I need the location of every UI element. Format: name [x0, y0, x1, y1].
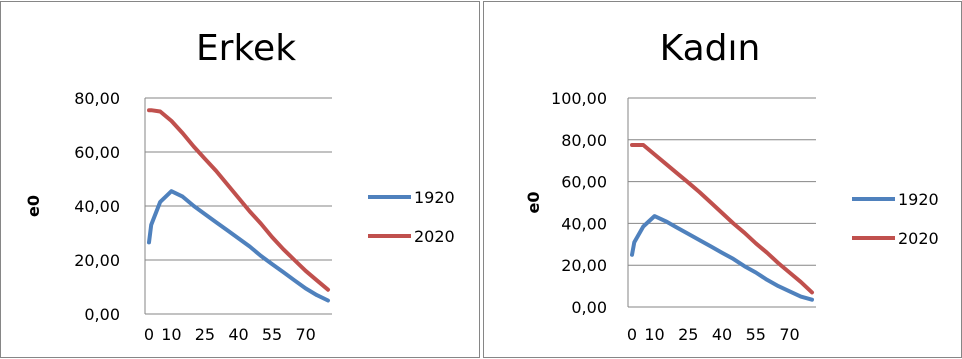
y-tick-label: 80,00	[561, 131, 607, 150]
y-tick-label: 40,00	[561, 214, 607, 233]
chart-title: Kadın	[660, 28, 761, 69]
chart-title: Erkek	[196, 28, 296, 69]
legend-label: 1920	[414, 188, 455, 207]
chart-panel-kadin: Kadın 0,00 20,00 40,00 60,00 80,00 100,00 0 10 25…	[483, 1, 962, 358]
y-tick-label: 80,00	[74, 89, 120, 108]
y-tick-label: 20,00	[561, 256, 607, 275]
legend-label: 1920	[898, 190, 939, 209]
y-axis-label: e0	[24, 195, 43, 217]
x-tick-label: 0	[144, 325, 154, 344]
y-tick-label: 60,00	[74, 143, 120, 162]
y-axis-label: e0	[524, 192, 543, 214]
x-tick-label: 0	[627, 325, 637, 344]
chart-panel-erkek: Erkek 0,00 20,00 40,00 60,00 80,00 0 10 25 40 55 70…	[0, 1, 480, 358]
x-tick-label: 10	[161, 325, 181, 344]
x-tick-label: 10	[644, 325, 664, 344]
legend-label: 2020	[898, 229, 939, 248]
x-tick-label: 40	[228, 325, 248, 344]
x-tick-label: 25	[678, 325, 698, 344]
y-tick-label: 0,00	[571, 298, 607, 317]
chart-kadin: Kadın 0,00 20,00 40,00 60,00 80,00 100,00 0 10 25…	[524, 28, 939, 344]
x-tick-label: 70	[295, 325, 315, 344]
series-line-2020	[630, 143, 814, 295]
legend-label: 2020	[414, 227, 455, 246]
series-line-1920	[147, 189, 330, 303]
x-tick-label: 55	[746, 325, 766, 344]
y-tick-label: 20,00	[74, 251, 120, 270]
chart-erkek: Erkek 0,00 20,00 40,00 60,00 80,00 0 10 25 40 55 70…	[24, 28, 455, 344]
x-tick-label: 70	[779, 325, 799, 344]
y-tick-label: 0,00	[84, 305, 120, 324]
series-line-2020	[147, 108, 330, 292]
y-tick-label: 60,00	[561, 173, 607, 192]
x-tick-label: 40	[712, 325, 732, 344]
x-tick-label: 55	[262, 325, 282, 344]
series-line-1920	[630, 214, 814, 302]
y-tick-label: 40,00	[74, 197, 120, 216]
x-tick-label: 25	[195, 325, 215, 344]
y-tick-label: 100,00	[551, 89, 607, 108]
